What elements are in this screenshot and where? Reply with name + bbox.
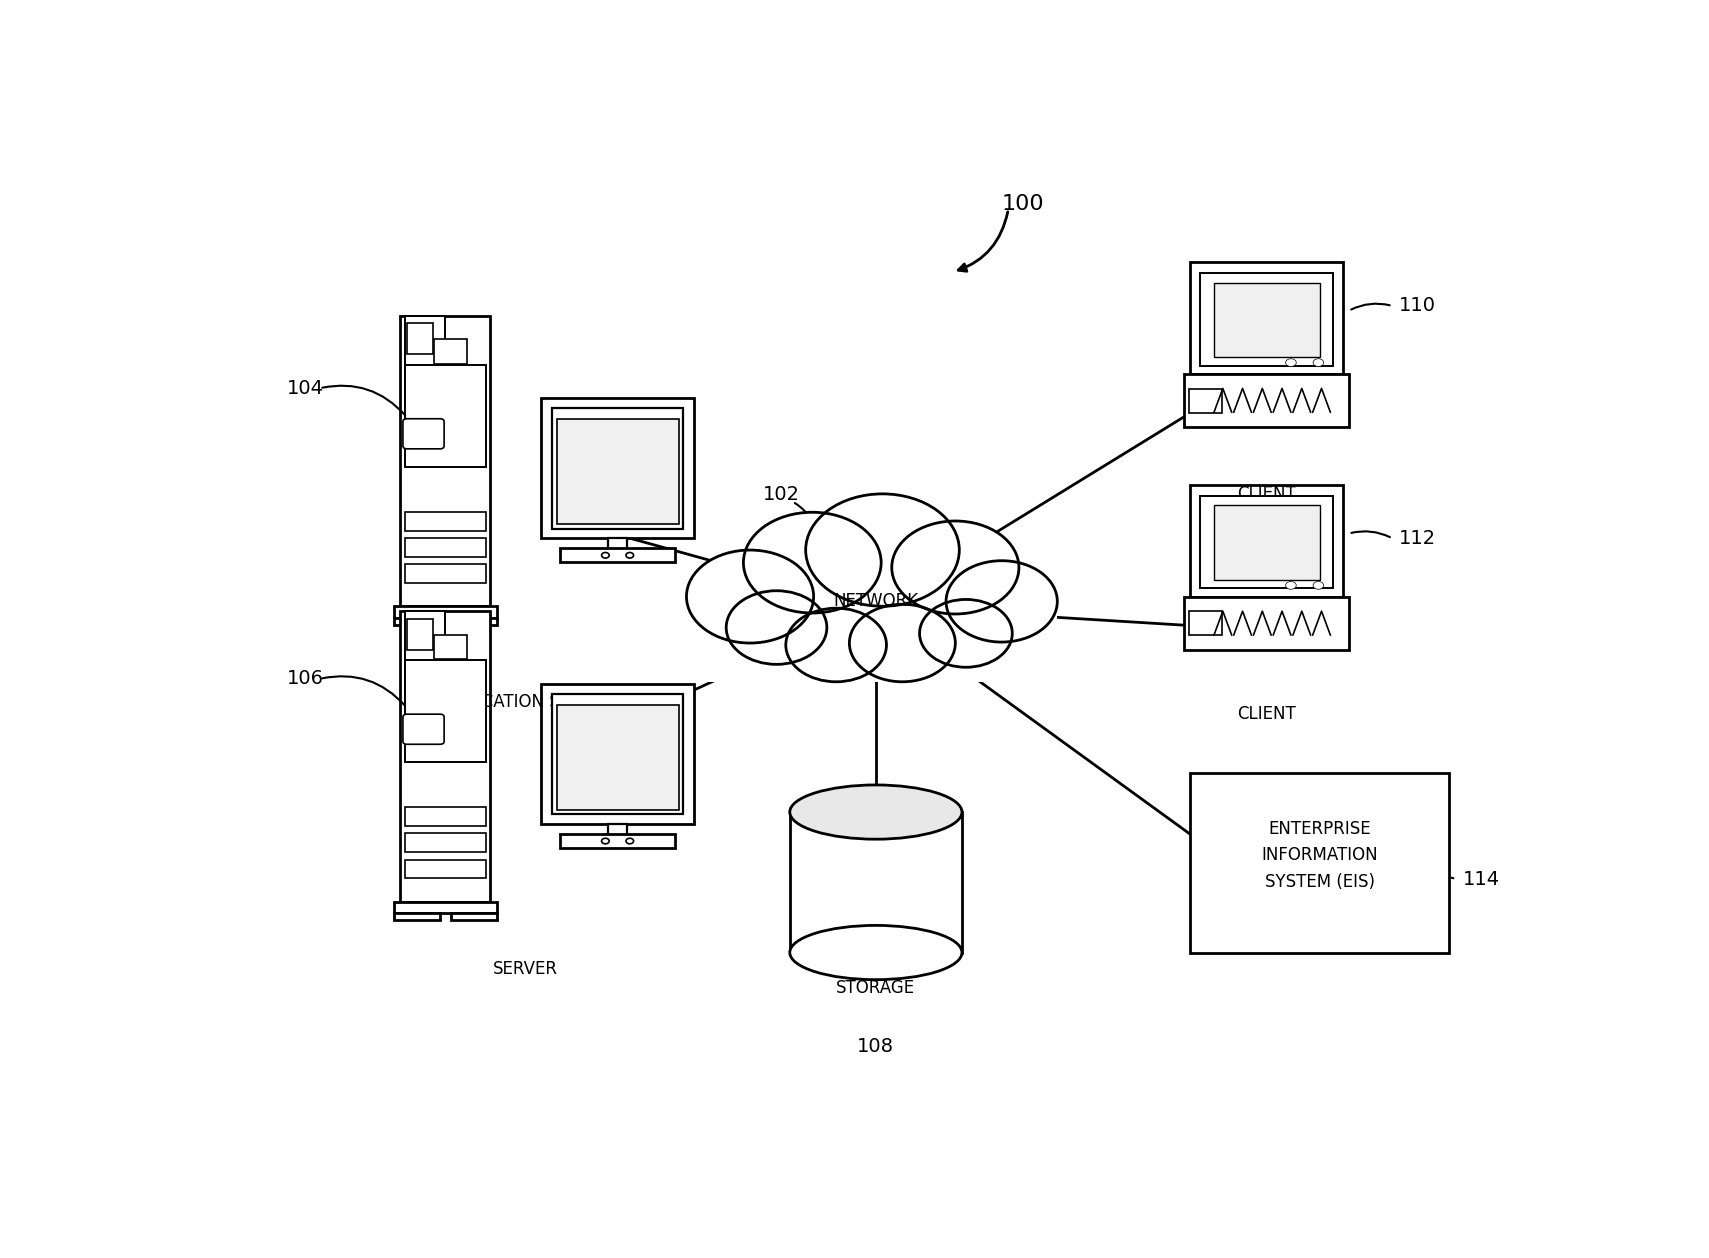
Circle shape — [786, 608, 887, 682]
Bar — [405, 660, 485, 762]
Circle shape — [1313, 581, 1324, 589]
Bar — [1189, 389, 1222, 413]
Bar — [687, 606, 1058, 682]
Bar — [552, 693, 684, 814]
Bar — [552, 408, 684, 528]
Bar — [407, 619, 434, 649]
Bar — [405, 538, 485, 557]
Bar — [393, 606, 497, 618]
FancyBboxPatch shape — [403, 715, 444, 745]
Bar — [434, 340, 467, 364]
Circle shape — [1285, 581, 1295, 589]
Bar — [1184, 596, 1348, 650]
Bar — [405, 365, 485, 467]
Circle shape — [1285, 359, 1295, 366]
FancyBboxPatch shape — [403, 419, 444, 449]
Bar — [405, 859, 485, 878]
Bar — [400, 316, 490, 606]
Text: 110: 110 — [1400, 297, 1436, 316]
Ellipse shape — [790, 785, 962, 839]
Bar — [557, 419, 678, 525]
Bar — [561, 834, 675, 848]
Bar — [1200, 273, 1333, 366]
Bar — [1213, 506, 1319, 580]
Bar — [407, 323, 434, 355]
Bar — [542, 398, 694, 538]
Ellipse shape — [790, 926, 962, 980]
Text: STORAGE: STORAGE — [836, 979, 916, 998]
Bar — [803, 813, 948, 839]
Circle shape — [805, 494, 959, 606]
Circle shape — [1313, 359, 1324, 366]
Bar — [405, 611, 446, 722]
Bar — [1191, 486, 1343, 596]
Circle shape — [602, 838, 608, 844]
Bar — [790, 813, 962, 952]
Bar — [393, 618, 441, 625]
Circle shape — [687, 550, 813, 643]
Text: CLIENT: CLIENT — [1237, 704, 1295, 723]
Bar — [451, 913, 497, 921]
Text: 112: 112 — [1400, 528, 1436, 548]
Bar — [1184, 374, 1348, 426]
Circle shape — [602, 552, 608, 559]
Bar — [1213, 283, 1319, 357]
Circle shape — [892, 521, 1019, 614]
Bar — [393, 902, 497, 913]
Bar — [561, 548, 675, 562]
Circle shape — [625, 552, 634, 559]
Text: 100: 100 — [1001, 194, 1044, 214]
Circle shape — [849, 604, 955, 682]
Bar — [393, 913, 441, 921]
Circle shape — [726, 591, 827, 664]
Bar — [1189, 611, 1222, 635]
Bar — [405, 808, 485, 827]
Bar — [542, 684, 694, 824]
Text: 106: 106 — [287, 669, 323, 688]
Text: ENTERPRISE
INFORMATION
SYSTEM (EIS): ENTERPRISE INFORMATION SYSTEM (EIS) — [1261, 820, 1377, 891]
Text: 114: 114 — [1463, 869, 1501, 889]
Bar — [1200, 496, 1333, 589]
Text: APPLICATION SERVER: APPLICATION SERVER — [436, 693, 614, 712]
Circle shape — [919, 600, 1012, 667]
Bar — [608, 538, 627, 559]
Text: NETWORK: NETWORK — [834, 593, 918, 610]
Text: 104: 104 — [287, 379, 323, 398]
Circle shape — [625, 838, 634, 844]
Bar — [405, 564, 485, 582]
Bar — [608, 824, 627, 844]
Bar — [557, 704, 678, 810]
Text: 102: 102 — [764, 486, 800, 504]
Bar — [434, 635, 467, 659]
Bar — [1191, 774, 1449, 952]
Circle shape — [947, 561, 1058, 642]
Text: SERVER: SERVER — [492, 960, 557, 977]
Bar — [400, 611, 490, 902]
Bar — [405, 833, 485, 852]
Circle shape — [743, 512, 882, 613]
Bar — [405, 512, 485, 531]
Bar — [1191, 263, 1343, 374]
Text: 108: 108 — [858, 1038, 894, 1057]
Bar — [405, 316, 446, 426]
Text: CLIENT: CLIENT — [1237, 486, 1295, 503]
Bar — [451, 618, 497, 625]
